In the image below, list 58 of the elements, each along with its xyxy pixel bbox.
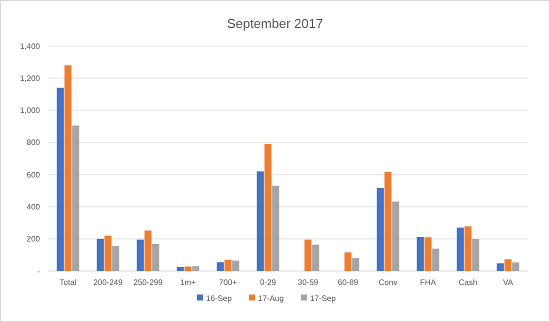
bar bbox=[192, 266, 200, 271]
bar bbox=[264, 144, 272, 271]
x-tick-label: 1m+ bbox=[180, 278, 196, 287]
x-tick-label: 700+ bbox=[218, 278, 238, 287]
bar bbox=[464, 226, 472, 271]
y-tick-label: 200 bbox=[26, 234, 41, 244]
bar bbox=[56, 88, 64, 271]
bar bbox=[144, 230, 152, 271]
bar bbox=[472, 239, 480, 271]
chart-title: September 2017 bbox=[226, 16, 324, 31]
x-tick-label: 200-249 bbox=[93, 278, 124, 287]
bar bbox=[344, 252, 352, 271]
bar bbox=[112, 246, 120, 271]
bar bbox=[376, 188, 384, 271]
bar bbox=[432, 248, 440, 271]
y-tick-label: 1,000 bbox=[20, 106, 41, 116]
bar bbox=[504, 259, 512, 271]
y-tick-label: - bbox=[37, 266, 40, 276]
x-tick-label: 30-59 bbox=[298, 278, 319, 287]
x-tick-label: Cash bbox=[458, 278, 478, 287]
bar bbox=[96, 238, 104, 271]
y-tick-label: 400 bbox=[26, 202, 41, 212]
legend-label: 17-Sep bbox=[310, 294, 336, 303]
x-tick-label: VA bbox=[502, 278, 514, 287]
bar bbox=[256, 171, 264, 271]
bar bbox=[424, 237, 432, 271]
bar bbox=[392, 202, 400, 271]
bar bbox=[304, 240, 312, 271]
bar bbox=[224, 260, 232, 271]
bar bbox=[104, 236, 112, 271]
x-tick-label: 0-29 bbox=[260, 278, 277, 287]
bar bbox=[496, 263, 504, 271]
y-tick-label: 800 bbox=[26, 138, 41, 148]
x-tick-label: Total bbox=[60, 278, 77, 287]
bar bbox=[312, 244, 320, 271]
bar bbox=[232, 260, 240, 271]
bar bbox=[272, 186, 280, 271]
bar bbox=[512, 262, 520, 271]
x-tick-label: Conv bbox=[378, 278, 398, 287]
bar bbox=[176, 266, 184, 271]
bar bbox=[72, 126, 80, 271]
bar bbox=[136, 240, 144, 271]
bar bbox=[456, 228, 464, 271]
bar bbox=[184, 266, 192, 271]
bar bbox=[216, 262, 224, 271]
y-tick-label: 1,200 bbox=[20, 74, 41, 83]
bar bbox=[416, 236, 424, 271]
bar bbox=[384, 172, 392, 271]
x-tick-label: 60-89 bbox=[338, 278, 359, 287]
y-tick-label: 1,400 bbox=[20, 42, 41, 51]
y-tick-label: 600 bbox=[26, 170, 41, 180]
bar bbox=[152, 244, 160, 271]
x-tick-label: 250-299 bbox=[133, 278, 164, 287]
bar bbox=[352, 258, 360, 271]
x-tick-label: FHA bbox=[420, 278, 437, 287]
legend-label: 16-Sep bbox=[206, 294, 232, 303]
bar bbox=[64, 65, 72, 271]
legend-label: 17-Aug bbox=[258, 294, 284, 303]
